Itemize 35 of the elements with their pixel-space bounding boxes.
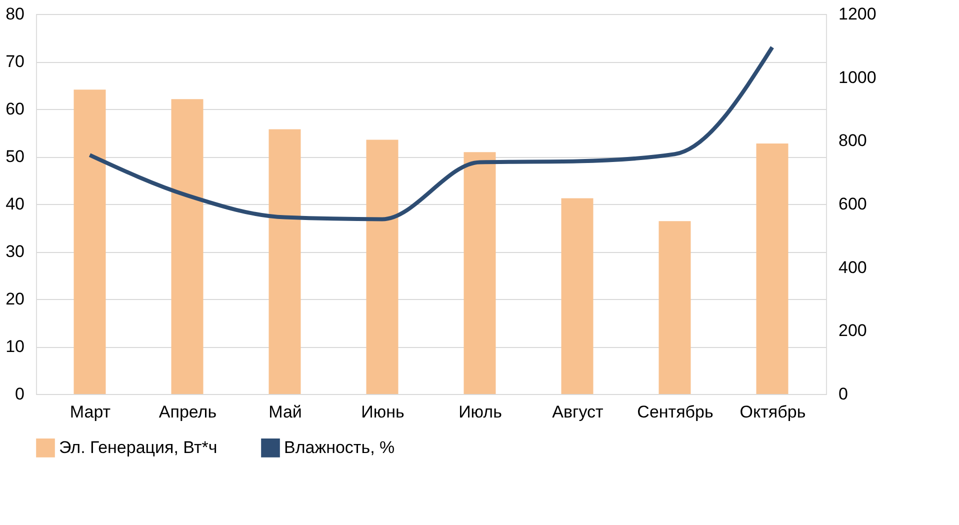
y-tick-label: 30 — [6, 242, 24, 261]
y-tick-label: 20 — [6, 290, 24, 308]
y-tick-label: 60 — [6, 100, 24, 118]
y-tick-label: 40 — [6, 194, 24, 214]
bar — [74, 90, 106, 394]
legend-label: Влажность, % — [284, 438, 395, 457]
bar — [268, 129, 301, 394]
bar — [561, 198, 594, 394]
y2-tick-label: 1200 — [838, 4, 876, 24]
y-tick-label: 50 — [6, 147, 24, 166]
bar — [366, 140, 398, 394]
y-tick-label: 10 — [6, 337, 24, 356]
x-tick-label: Апрель — [158, 402, 217, 422]
x-tick-label: Май — [268, 402, 302, 422]
x-tick-label: Август — [552, 402, 604, 422]
bar — [756, 144, 788, 394]
line-series — [88, 45, 774, 222]
legend-label: Эл. Генерация, Вт*ч — [59, 438, 218, 457]
x-tick-label: Июнь — [361, 402, 404, 422]
bar — [171, 99, 204, 394]
x-tick-label: Июль — [458, 402, 502, 422]
y-tick-label: 0 — [15, 384, 24, 404]
y2-tick-label: 600 — [838, 194, 867, 214]
y2-tick-label: 1000 — [838, 68, 876, 87]
y2-tick-label: 0 — [838, 384, 848, 404]
y2-tick-label: 800 — [838, 131, 867, 150]
x-tick-label: Март — [70, 402, 111, 422]
x-tick-label: Октябрь — [740, 402, 806, 422]
y-tick-label: 70 — [6, 52, 24, 71]
bar — [464, 152, 496, 394]
y-tick-label: 80 — [6, 4, 24, 24]
x-tick-label: Сентябрь — [637, 402, 714, 422]
y2-tick-label: 400 — [838, 258, 867, 277]
bar — [658, 221, 691, 394]
y2-tick-label: 200 — [838, 321, 867, 340]
